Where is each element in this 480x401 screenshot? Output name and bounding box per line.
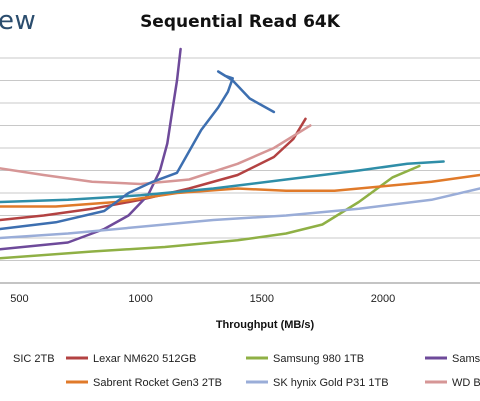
x-tick-label: 1500 (250, 293, 274, 305)
series-line-5 (0, 187, 480, 240)
series-line-1 (0, 117, 307, 222)
series-line-7 (0, 160, 445, 204)
series-line-3 (0, 47, 182, 251)
series-line-8 (0, 70, 276, 231)
chart-title: Sequential Read 64K (140, 12, 340, 32)
x-axis-ticks: 500 1000 1500 2000 (10, 293, 395, 305)
x-tick-label: 500 (10, 293, 28, 305)
legend: SIC 2TB Lexar NM620 512GB Samsung 980 1TB S… (13, 353, 480, 389)
legend-label: Sabrent Rocket Gen3 2TB (93, 377, 222, 389)
x-axis-label: Throughput (MB/s) (216, 319, 315, 331)
legend-label: Samsung (452, 353, 480, 365)
legend-label: Samsung 980 1TB (273, 353, 364, 365)
legend-label: Lexar NM620 512GB (93, 353, 196, 365)
legend-label: WD B (452, 377, 480, 389)
legend-label: SK hynix Gold P31 1TB (273, 377, 389, 389)
brand-logo-text: ew (0, 6, 37, 36)
legend-label: SIC 2TB (13, 353, 55, 365)
series-line-6 (0, 124, 312, 186)
x-tick-label: 2000 (371, 293, 395, 305)
series-line-4 (0, 173, 480, 208)
series-lines (0, 47, 480, 260)
x-tick-label: 1000 (128, 293, 152, 305)
